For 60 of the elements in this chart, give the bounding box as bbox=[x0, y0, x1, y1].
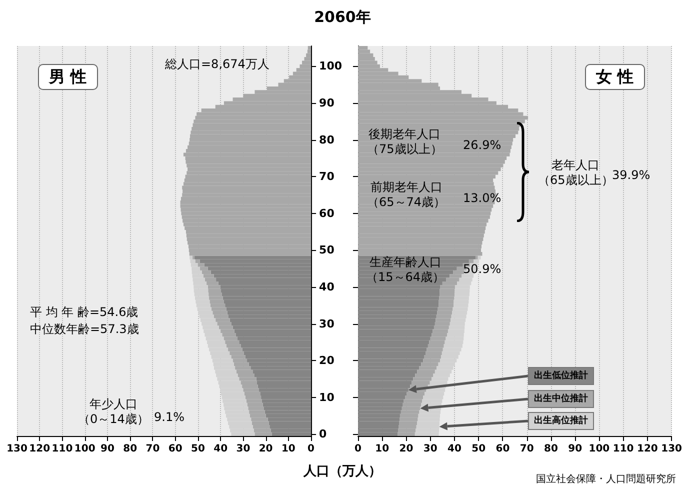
x-tick-label: 70 bbox=[146, 444, 160, 454]
x-tick-label: 120 bbox=[637, 444, 658, 454]
y-tick-label: 70 bbox=[319, 170, 335, 184]
x-tick-label: 10 bbox=[281, 444, 296, 454]
y-tick-label: 10 bbox=[319, 390, 335, 404]
x-tick-label: 110 bbox=[52, 444, 73, 454]
annotation: 前期老年人口（65～74歳） bbox=[367, 180, 446, 210]
annotation: 平 均 年 齢=54.6歳 bbox=[30, 305, 138, 320]
text: 2060年 bbox=[313, 8, 372, 27]
x-tick-label: 70 bbox=[520, 444, 534, 454]
x-tick-label: 40 bbox=[214, 444, 228, 454]
text: 出生高位推計 bbox=[528, 412, 594, 430]
x-tick-label: 130 bbox=[6, 444, 28, 454]
annotation: 後期老年人口（75歳以上） bbox=[367, 127, 442, 157]
y-tick-label: 100 bbox=[319, 60, 342, 73]
x-tick-label: 60 bbox=[168, 444, 182, 454]
x-tick-label: 90 bbox=[100, 444, 114, 454]
text: 出生低位推計 bbox=[528, 367, 594, 385]
x-tick-label: 50 bbox=[190, 444, 205, 454]
annotation: 50.9% bbox=[463, 262, 502, 277]
annotation: 39.9% bbox=[612, 168, 650, 183]
y-tick-label: 50 bbox=[319, 244, 335, 257]
annotation: 13.0% bbox=[463, 191, 502, 206]
y-tick-label: 80 bbox=[319, 133, 335, 146]
x-tick-label: 120 bbox=[29, 444, 50, 454]
x-tick-label: 30 bbox=[236, 444, 250, 454]
annotation: 年少人口（0～14歳） bbox=[78, 397, 149, 427]
y-tick-label: 90 bbox=[319, 96, 335, 110]
text: 国立社会保障・人口問題研究所 bbox=[536, 474, 676, 486]
annotation: 26.9% bbox=[463, 138, 502, 153]
x-tick-label: 130 bbox=[661, 444, 682, 454]
x-tick-label: 10 bbox=[375, 444, 390, 454]
y-tick-label: 30 bbox=[319, 317, 335, 330]
annotation: 老年人口（65歳以上） bbox=[538, 158, 614, 188]
x-tick-label: 30 bbox=[423, 444, 438, 454]
y-tick-label: 60 bbox=[319, 206, 335, 220]
x-tick-label: 80 bbox=[544, 444, 558, 454]
y-tick-label: 40 bbox=[319, 280, 335, 294]
x-tick-label: 20 bbox=[258, 444, 273, 454]
annotation: 中位数年齢=57.3歳 bbox=[30, 322, 139, 337]
x-tick-label: 60 bbox=[496, 444, 510, 454]
x-tick-label: 50 bbox=[472, 444, 486, 454]
annotation: 女 性 bbox=[585, 64, 645, 90]
annotation: 総人口=8,674万人 bbox=[165, 57, 270, 72]
x-tick-label: 110 bbox=[612, 444, 634, 454]
x-tick-label: 20 bbox=[399, 444, 414, 454]
x-tick-label: 100 bbox=[74, 444, 96, 454]
x-tick-label: 90 bbox=[568, 444, 582, 454]
x-tick-label: 80 bbox=[123, 444, 138, 454]
x-axis-title: 人口（万人） bbox=[304, 464, 382, 479]
x-tick-label: 100 bbox=[588, 444, 610, 454]
annotation: 生産年齢人口（15～64歳） bbox=[366, 255, 445, 285]
y-tick-label: 20 bbox=[319, 354, 335, 368]
x-tick-label: 0 bbox=[308, 444, 315, 454]
annotation: 9.1% bbox=[154, 410, 184, 425]
text: 出生中位推計 bbox=[528, 390, 594, 408]
x-tick-label: 0 bbox=[354, 444, 362, 454]
y-tick-label: 0 bbox=[319, 428, 328, 441]
x-tick-label: 40 bbox=[448, 444, 462, 454]
annotation: 男 性 bbox=[38, 64, 98, 90]
